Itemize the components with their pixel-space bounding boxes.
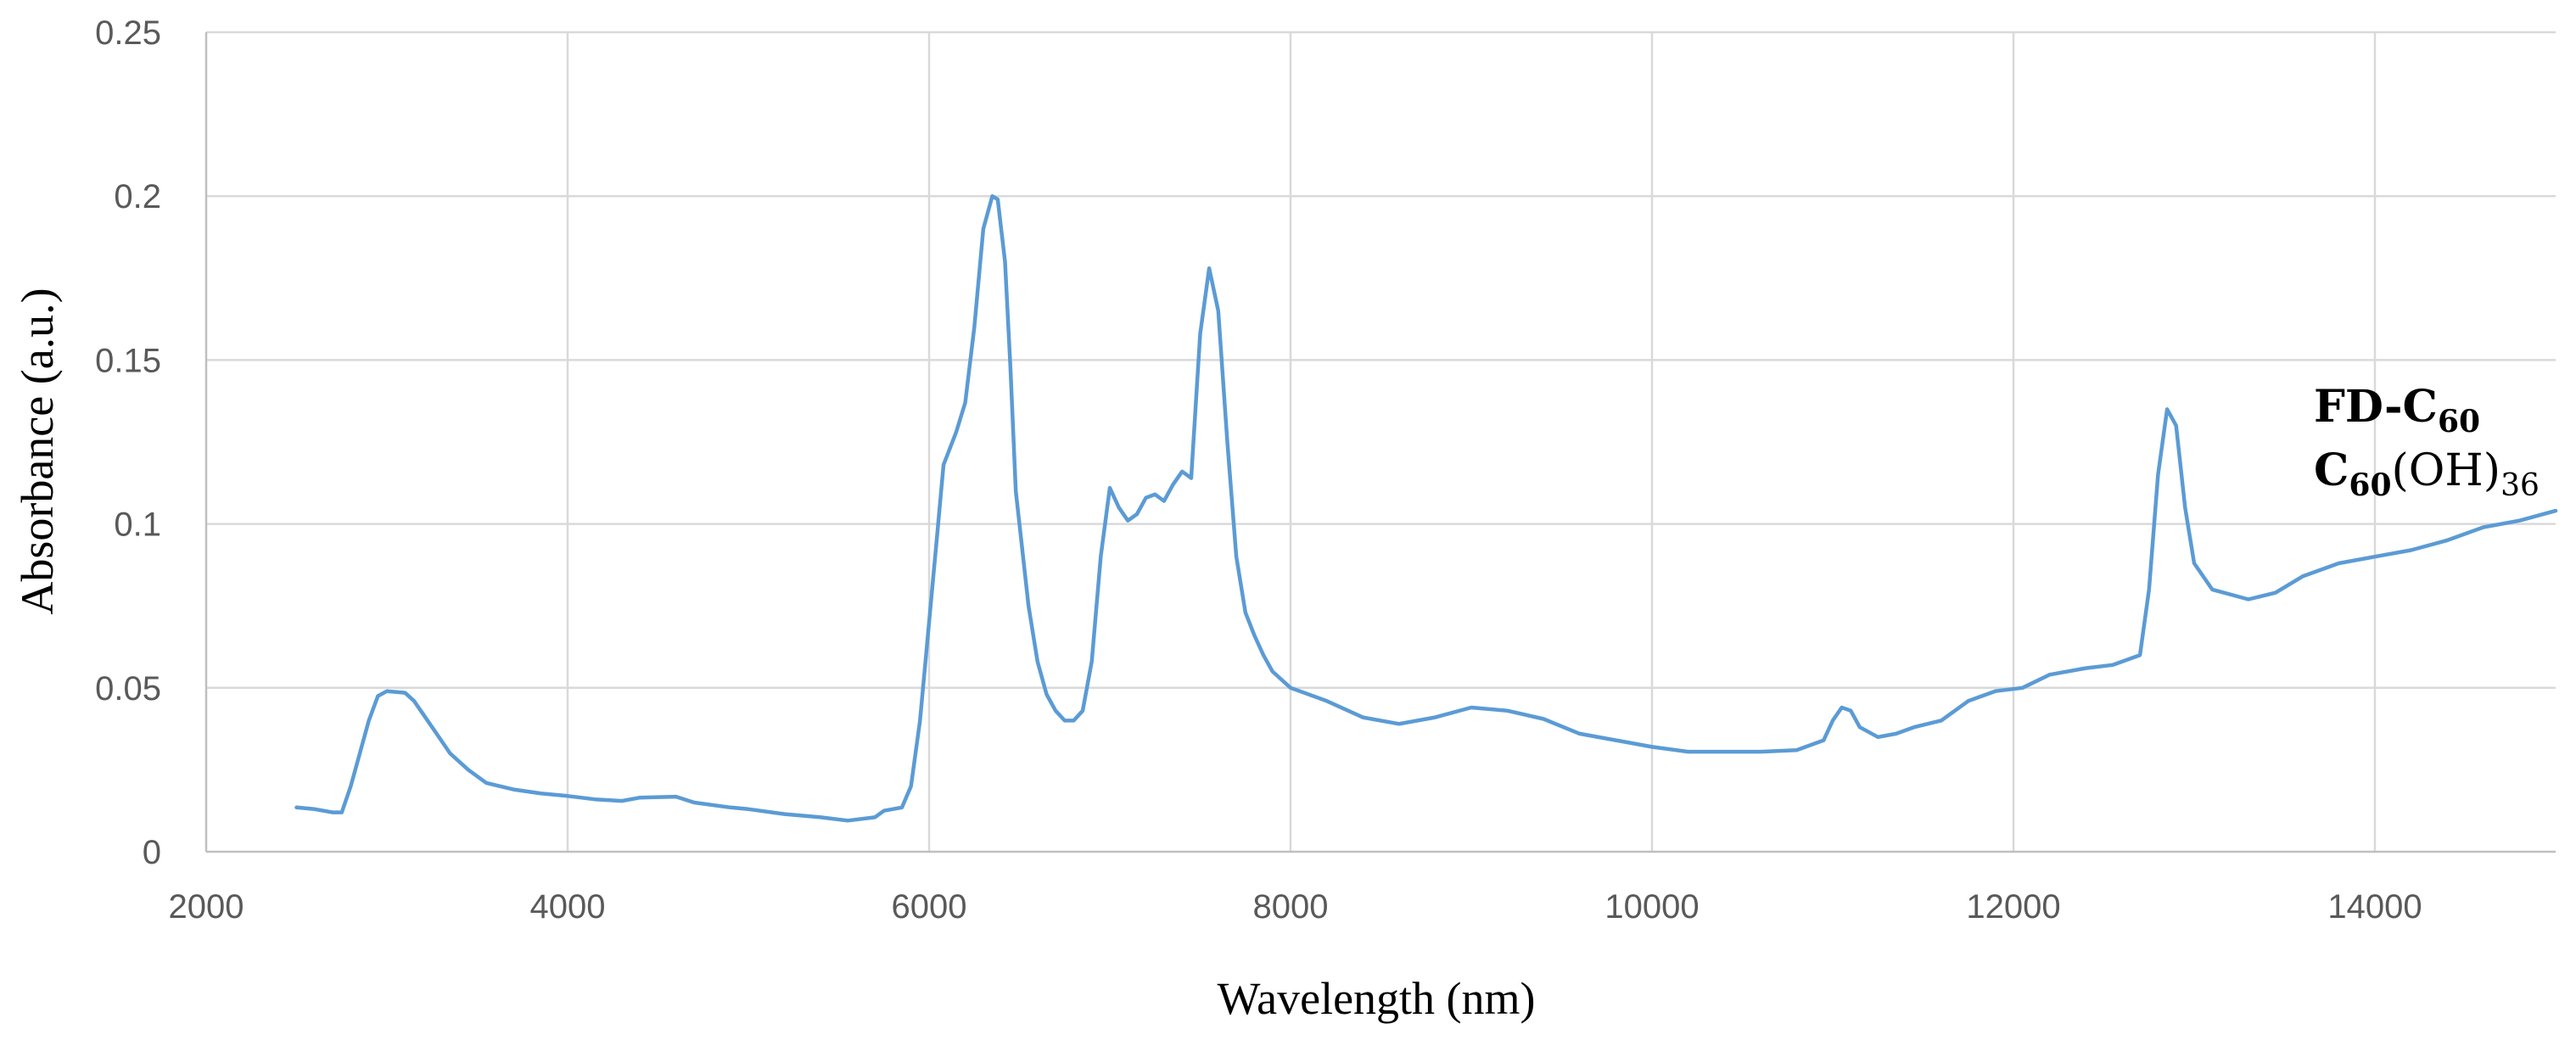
x-tick-label: 4000 (530, 888, 606, 926)
y-tick-label: 0 (143, 834, 161, 871)
annotation-line2: C (2314, 445, 2349, 496)
series-layer (294, 193, 2558, 823)
x-tick-label: 6000 (892, 888, 967, 926)
annotation-line1: FD-C (2314, 381, 2438, 433)
y-tick-label: 0.2 (114, 178, 161, 215)
y-tick-label: 0.15 (95, 342, 161, 379)
x-tick-label: 14000 (2327, 888, 2422, 926)
axes (204, 32, 2556, 853)
y-tick-labels: 0 0.05 0.1 0.15 0.2 0.25 (95, 14, 161, 871)
y-axis-title: Absorbance (a.u.) (12, 288, 63, 614)
y-tick-label: 0.1 (114, 506, 161, 544)
y-tick-label: 0.05 (95, 670, 161, 708)
annotation-line1-subscript: 60 (2438, 404, 2480, 439)
x-tick-label: 12000 (1966, 888, 2060, 926)
x-tick-label: 8000 (1253, 888, 1329, 926)
y-tick-label: 0.25 (95, 14, 161, 52)
svg-text:FD-C60: FD-C60 (2314, 381, 2480, 439)
x-axis-title: Wavelength (nm) (1217, 973, 1535, 1024)
x-tick-labels: 2000 4000 6000 8000 10000 12000 14000 (169, 888, 2422, 926)
annotation-line2-group-subscript: 36 (2500, 468, 2540, 503)
gridlines (206, 31, 2556, 852)
absorbance-series-line (294, 193, 2558, 823)
annotation-line2-subscript: 60 (2349, 467, 2391, 503)
x-tick-label: 2000 (169, 888, 244, 926)
series-annotation: FD-C60 C60(OH)36 (2314, 381, 2540, 503)
x-tick-label: 10000 (1604, 888, 1699, 926)
annotation-line2-group: (OH) (2392, 445, 2501, 496)
svg-text:C60(OH)36: C60(OH)36 (2314, 445, 2540, 503)
